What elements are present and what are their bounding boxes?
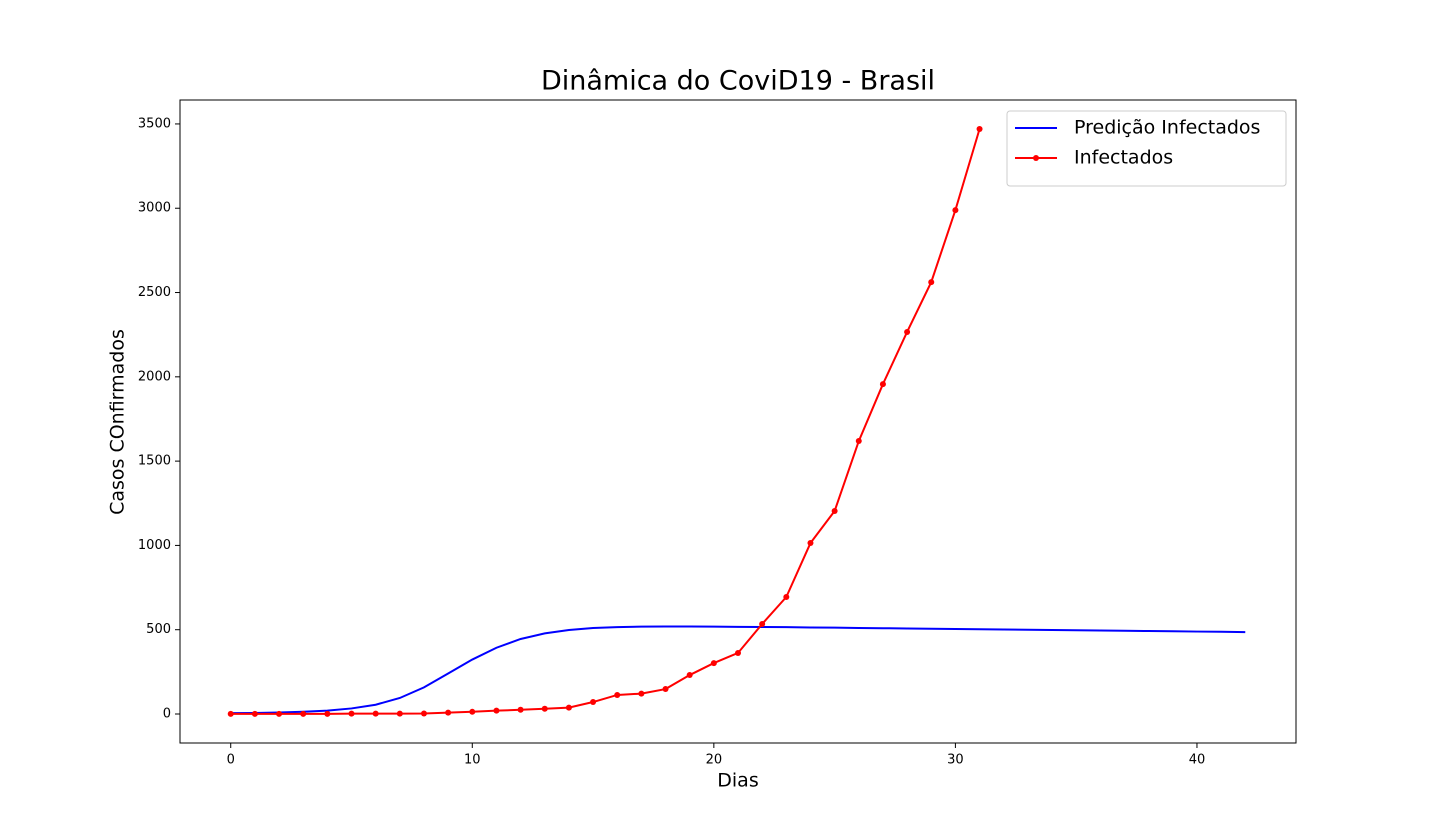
data-point xyxy=(710,660,717,667)
data-point xyxy=(879,381,886,388)
series-line xyxy=(230,625,1246,715)
data-point xyxy=(686,672,693,679)
x-tick-label: 40 xyxy=(1189,753,1206,768)
data-point xyxy=(735,649,741,656)
y-tick-label: 1500 xyxy=(138,454,171,469)
legend-label: Predição Infectados xyxy=(1074,117,1260,139)
y-tick-label: 2000 xyxy=(138,369,171,384)
data-point xyxy=(638,690,645,697)
data-point xyxy=(541,705,548,712)
x-tick-label: 30 xyxy=(947,753,964,768)
y-tick-label: 1000 xyxy=(138,538,171,553)
data-point xyxy=(420,710,427,717)
y-tick-label: 2500 xyxy=(138,285,171,300)
data-point xyxy=(904,328,911,335)
legend-marker xyxy=(1033,155,1039,161)
chart-title: Dinâmica do CoviD19 - Brasil xyxy=(541,66,935,97)
x-axis-label: Dias xyxy=(717,770,758,792)
legend-label: Infectados xyxy=(1074,147,1173,169)
data-point xyxy=(928,279,935,286)
data-point xyxy=(831,508,838,515)
data-point xyxy=(759,620,766,627)
plot-frame xyxy=(179,99,1297,744)
data-point xyxy=(251,710,258,717)
data-point xyxy=(590,699,597,706)
data-point xyxy=(372,710,379,717)
data-point xyxy=(662,686,669,693)
data-point xyxy=(445,709,452,716)
data-point xyxy=(324,710,331,717)
data-point xyxy=(276,710,283,717)
y-tick-label: 3000 xyxy=(138,201,171,216)
y-tick-label: 3500 xyxy=(138,116,171,131)
y-tick-label: 0 xyxy=(163,707,171,722)
series-line xyxy=(230,128,981,715)
data-point xyxy=(300,710,307,717)
data-point xyxy=(517,706,524,713)
legend-box xyxy=(1006,110,1287,187)
data-point xyxy=(855,438,862,445)
y-axis-label: Casos COnfirmados xyxy=(107,329,129,515)
data-point xyxy=(348,710,355,717)
data-point xyxy=(976,125,983,132)
data-point xyxy=(614,691,621,698)
x-tick-label: 0 xyxy=(227,753,235,768)
data-point xyxy=(227,710,234,717)
data-point xyxy=(565,704,572,711)
data-point xyxy=(396,710,403,717)
x-tick-label: 10 xyxy=(464,753,481,768)
y-tick-label: 500 xyxy=(146,622,171,637)
data-point xyxy=(952,207,959,214)
data-point xyxy=(807,540,814,547)
data-point xyxy=(469,708,476,715)
x-tick-label: 20 xyxy=(706,753,723,768)
data-point xyxy=(493,707,500,714)
data-point xyxy=(783,594,790,601)
